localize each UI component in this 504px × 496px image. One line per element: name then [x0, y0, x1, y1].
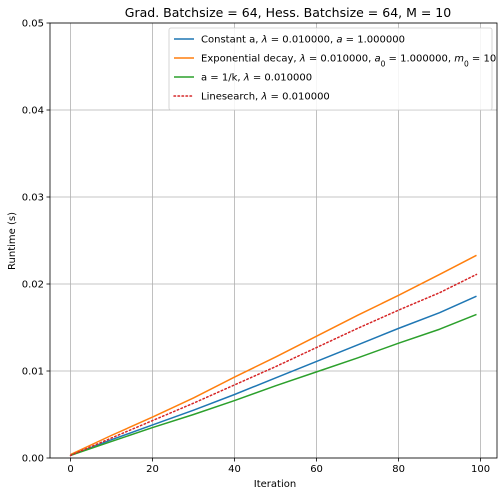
y-tick-label: 0.00 — [22, 454, 44, 465]
x-tick-label: 40 — [228, 464, 241, 475]
legend: Constant a, λ = 0.010000, a = 1.000000Ex… — [169, 28, 496, 110]
x-axis-label: Iteration — [254, 479, 296, 490]
series-line-4 — [71, 274, 477, 455]
x-axis: 0 20 40 60 80 100 — [67, 458, 490, 475]
x-tick-label: 20 — [146, 464, 159, 475]
x-tick-label: 0 — [67, 464, 73, 475]
x-tick-label: 100 — [471, 464, 490, 475]
y-axis-label: Runtime (s) — [7, 212, 18, 270]
series-line-1 — [71, 296, 477, 455]
y-tick-label: 0.05 — [22, 19, 44, 30]
x-tick-label: 60 — [310, 464, 323, 475]
x-tick-label: 80 — [392, 464, 405, 475]
series-line-3 — [71, 314, 477, 455]
legend-label: a = 1/k, λ = 0.010000 — [201, 73, 312, 84]
y-tick-label: 0.01 — [22, 367, 44, 378]
series-line-2 — [71, 255, 477, 454]
legend-label: Constant a, λ = 0.010000, a = 1.000000 — [201, 35, 405, 46]
plot-area — [71, 255, 477, 455]
y-tick-label: 0.04 — [22, 106, 44, 117]
y-tick-label: 0.03 — [22, 193, 44, 204]
chart-title: Grad. Batchsize = 64, Hess. Batchsize = … — [125, 5, 451, 20]
legend-label: Linesearch, λ = 0.010000 — [201, 92, 330, 103]
y-tick-label: 0.02 — [22, 280, 44, 291]
y-axis: 0.00 0.01 0.02 0.03 0.04 0.05 — [22, 19, 50, 465]
